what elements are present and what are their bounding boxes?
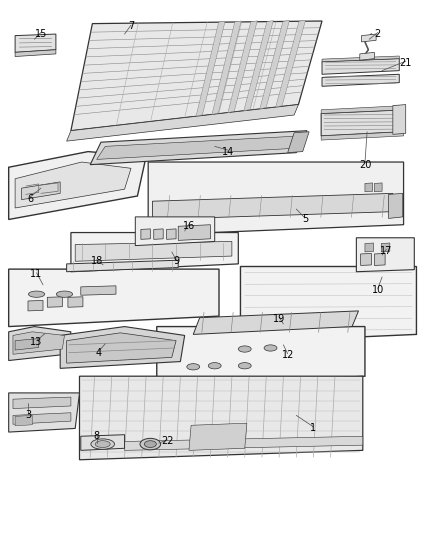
Ellipse shape xyxy=(144,441,156,448)
Text: 17: 17 xyxy=(380,246,392,256)
Polygon shape xyxy=(178,225,210,240)
Ellipse shape xyxy=(187,364,200,370)
Polygon shape xyxy=(152,193,393,220)
Polygon shape xyxy=(9,393,79,432)
Text: 9: 9 xyxy=(173,256,179,266)
Polygon shape xyxy=(81,435,124,450)
Ellipse shape xyxy=(255,319,268,324)
Polygon shape xyxy=(260,20,290,109)
Ellipse shape xyxy=(91,439,114,449)
Polygon shape xyxy=(212,21,241,115)
Polygon shape xyxy=(71,21,322,131)
Polygon shape xyxy=(322,74,399,86)
Polygon shape xyxy=(288,132,309,152)
Ellipse shape xyxy=(272,319,286,324)
Polygon shape xyxy=(148,162,403,235)
Text: 19: 19 xyxy=(273,314,285,324)
Ellipse shape xyxy=(208,362,221,369)
Ellipse shape xyxy=(238,346,251,352)
Polygon shape xyxy=(361,34,376,42)
Polygon shape xyxy=(67,104,298,141)
Text: 5: 5 xyxy=(302,214,308,224)
Ellipse shape xyxy=(57,291,73,297)
Polygon shape xyxy=(357,238,414,272)
Polygon shape xyxy=(141,229,150,239)
Polygon shape xyxy=(389,193,403,219)
Polygon shape xyxy=(374,254,385,265)
Text: 13: 13 xyxy=(31,337,42,347)
Text: 10: 10 xyxy=(372,285,384,295)
Polygon shape xyxy=(60,327,185,368)
Polygon shape xyxy=(154,229,163,239)
Text: 22: 22 xyxy=(161,437,174,447)
Text: 14: 14 xyxy=(222,147,234,157)
Polygon shape xyxy=(157,327,365,386)
Polygon shape xyxy=(322,56,399,62)
Ellipse shape xyxy=(95,441,110,448)
Polygon shape xyxy=(381,243,390,252)
Polygon shape xyxy=(124,436,363,450)
Text: 12: 12 xyxy=(282,350,294,360)
Ellipse shape xyxy=(238,362,251,369)
Polygon shape xyxy=(166,229,176,239)
Polygon shape xyxy=(360,254,371,265)
Text: 16: 16 xyxy=(183,221,195,231)
Polygon shape xyxy=(68,297,83,307)
Polygon shape xyxy=(75,241,232,261)
Polygon shape xyxy=(276,20,305,107)
Text: 15: 15 xyxy=(35,29,47,39)
Polygon shape xyxy=(47,297,62,307)
Polygon shape xyxy=(244,21,273,111)
Polygon shape xyxy=(13,332,64,354)
Polygon shape xyxy=(360,52,374,60)
Text: 20: 20 xyxy=(359,160,371,169)
Text: 11: 11 xyxy=(31,269,42,279)
Text: 8: 8 xyxy=(94,431,100,441)
Text: 3: 3 xyxy=(25,410,31,421)
Polygon shape xyxy=(15,50,56,56)
Text: 1: 1 xyxy=(311,423,317,433)
Polygon shape xyxy=(28,301,43,311)
Polygon shape xyxy=(196,21,225,116)
Polygon shape xyxy=(79,376,363,460)
Polygon shape xyxy=(97,136,300,159)
Polygon shape xyxy=(15,162,131,208)
Text: 18: 18 xyxy=(91,256,103,266)
Polygon shape xyxy=(67,333,176,363)
Polygon shape xyxy=(135,217,215,246)
Polygon shape xyxy=(15,34,56,52)
Polygon shape xyxy=(67,260,178,272)
Polygon shape xyxy=(365,243,374,252)
Polygon shape xyxy=(321,110,403,136)
Ellipse shape xyxy=(264,345,277,351)
Ellipse shape xyxy=(140,438,161,450)
Text: 21: 21 xyxy=(399,58,412,68)
Polygon shape xyxy=(90,131,307,165)
Polygon shape xyxy=(9,327,71,360)
Text: 7: 7 xyxy=(128,21,134,31)
Polygon shape xyxy=(193,311,358,334)
Polygon shape xyxy=(393,104,406,134)
Polygon shape xyxy=(321,132,403,140)
Polygon shape xyxy=(228,21,257,112)
Text: 4: 4 xyxy=(96,348,102,358)
Polygon shape xyxy=(321,106,403,114)
Text: 2: 2 xyxy=(374,29,381,39)
Polygon shape xyxy=(374,183,382,192)
Polygon shape xyxy=(322,59,399,74)
Polygon shape xyxy=(240,266,417,342)
Polygon shape xyxy=(15,338,39,350)
Polygon shape xyxy=(189,423,247,450)
Polygon shape xyxy=(71,232,238,272)
Polygon shape xyxy=(21,182,60,200)
Polygon shape xyxy=(81,286,116,295)
Polygon shape xyxy=(9,269,219,327)
Polygon shape xyxy=(13,397,71,409)
Ellipse shape xyxy=(28,291,45,297)
Polygon shape xyxy=(9,151,146,220)
Polygon shape xyxy=(13,413,71,424)
Polygon shape xyxy=(15,415,32,426)
Text: 6: 6 xyxy=(27,193,33,204)
Polygon shape xyxy=(365,183,373,192)
